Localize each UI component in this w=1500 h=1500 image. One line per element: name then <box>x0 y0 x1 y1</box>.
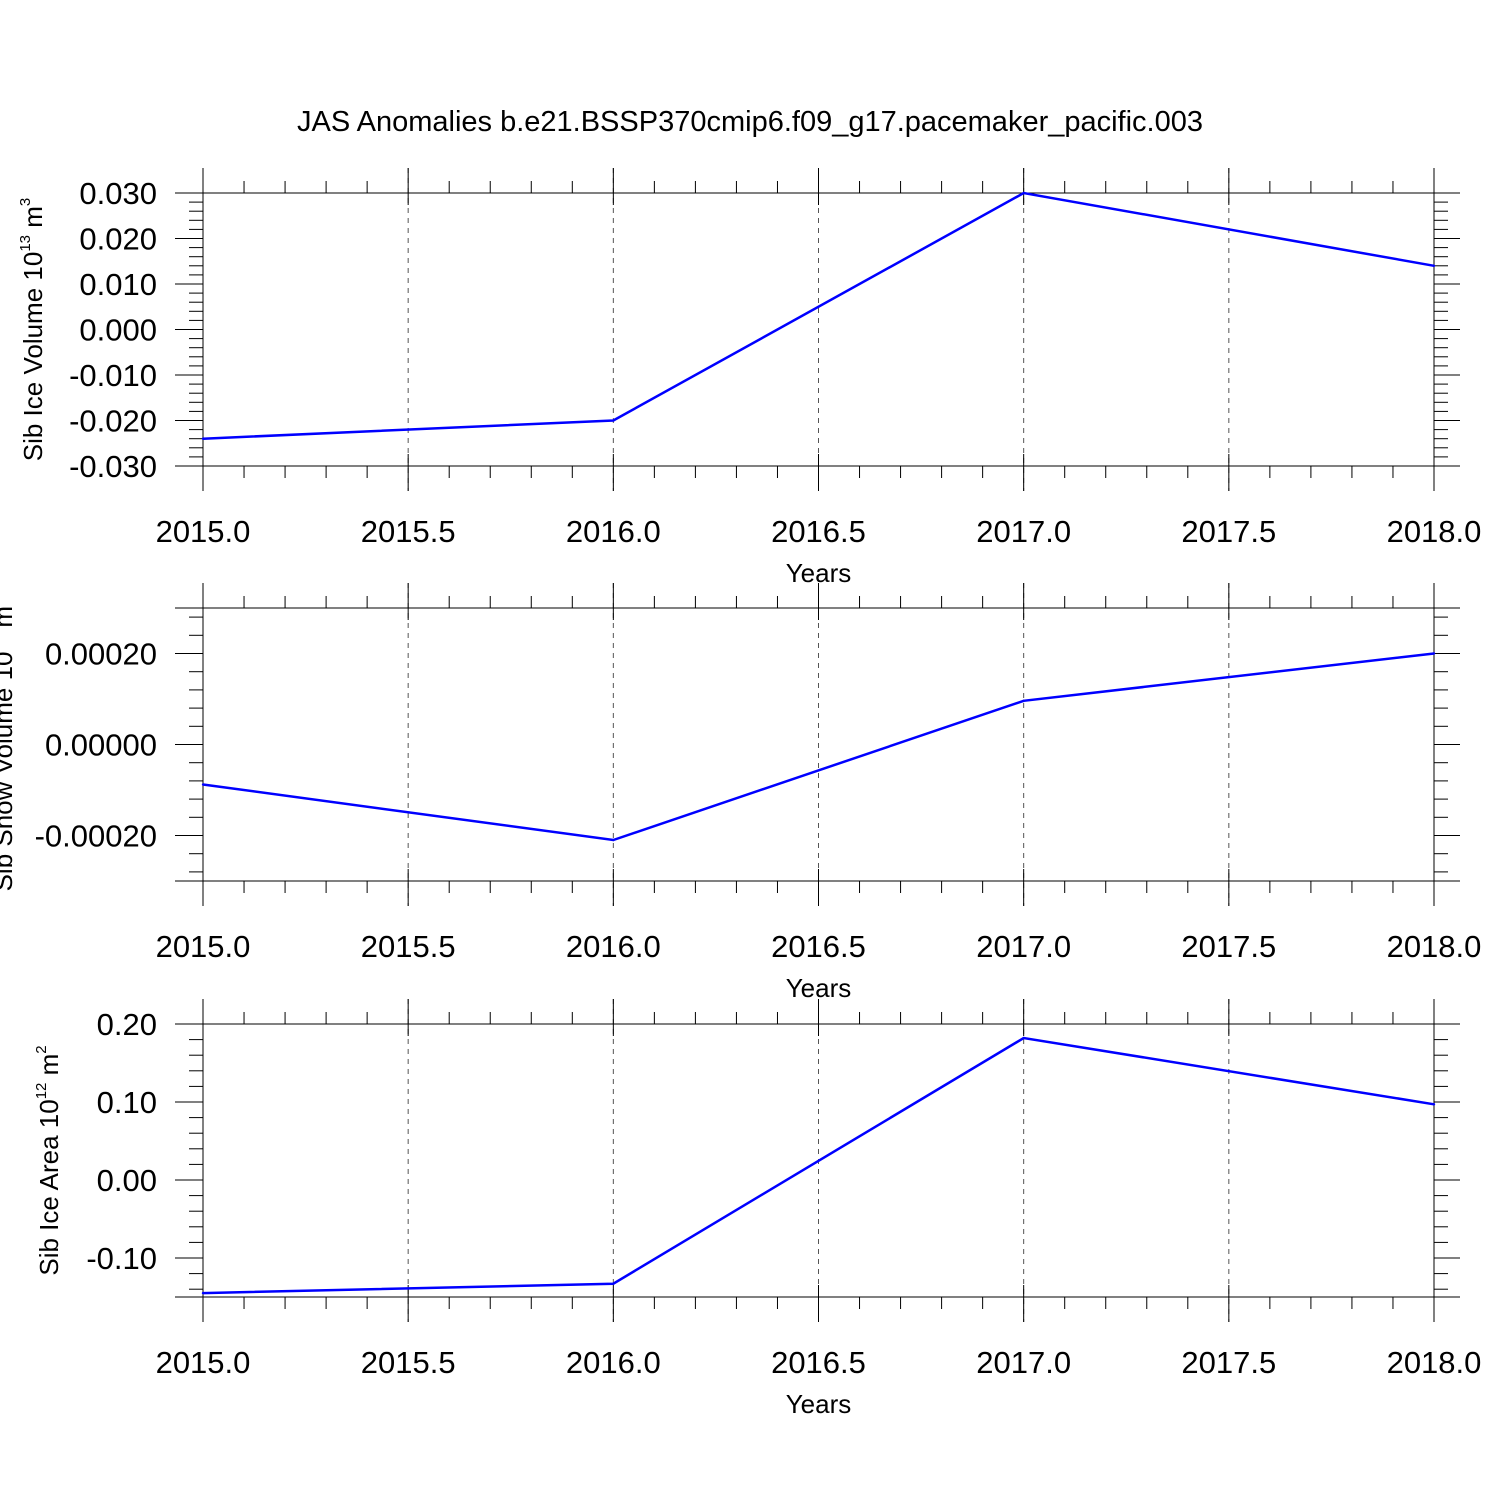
data-point <box>1022 1036 1025 1040</box>
y-axis-label: Sib Ice Volume 1013 m3 <box>17 198 48 462</box>
x-tick-label: 2018.0 <box>1387 1345 1482 1380</box>
series-line <box>202 191 1435 440</box>
x-tick-label: 2016.0 <box>566 929 661 964</box>
x-tick-label: 2015.5 <box>361 1345 456 1380</box>
x-tick-label: 2017.5 <box>1181 1345 1276 1380</box>
y-tick-label: 0.030 <box>79 176 157 211</box>
x-tick-label: 2017.5 <box>1181 929 1276 964</box>
chart-panel-3: 2015.0 2015.5 2016.0 2016.5 2017.0 2017.5 2018… <box>33 999 1481 1419</box>
x-axis-label: Years <box>786 973 852 1003</box>
x-tick-label: 2017.0 <box>976 514 1071 549</box>
data-point <box>1432 652 1436 655</box>
y-tick-label: 0.00020 <box>45 637 157 672</box>
x-tick-label: 2016.5 <box>771 1345 866 1380</box>
panels-group: 2015.0 2015.5 2016.0 2016.5 2017.0 2017.5 2018… <box>0 168 1481 1419</box>
y-tick-label: -0.030 <box>69 449 157 484</box>
y-tick-label: -0.00020 <box>35 819 157 854</box>
x-axis-label: Years <box>786 1389 852 1419</box>
x-tick-label: 2015.0 <box>156 514 251 549</box>
data-point <box>201 783 205 786</box>
data-point <box>612 419 615 422</box>
y-tick-label: -0.010 <box>69 358 157 393</box>
chart-panel-1: 2015.0 2015.5 2016.0 2016.5 2017.0 2017.5 2018… <box>17 168 1481 588</box>
y-tick-label: 0.10 <box>97 1085 157 1120</box>
data-point <box>1432 1103 1436 1106</box>
x-tick-label: 2015.0 <box>156 929 251 964</box>
x-tick-label: 2016.0 <box>566 514 661 549</box>
data-point <box>612 1282 615 1285</box>
x-tick-label: 2016.5 <box>771 514 866 549</box>
x-tick-label: 2016.0 <box>566 1345 661 1380</box>
series-line <box>202 1036 1435 1295</box>
x-tick-label: 2016.5 <box>771 929 866 964</box>
data-point <box>1022 699 1025 703</box>
y-tick-label: 0.020 <box>79 222 157 257</box>
x-tick-label: 2017.0 <box>976 929 1071 964</box>
x-tick-label: 2018.0 <box>1387 514 1482 549</box>
series-line <box>202 652 1435 842</box>
chart-panel-2: 2015.0 2015.5 2016.0 2016.5 2017.0 2017.5 2018… <box>0 583 1481 1003</box>
chart-title: JAS Anomalies b.e21.BSSP370cmip6.f09_g17… <box>297 106 1203 138</box>
x-tick-label: 2015.5 <box>361 514 456 549</box>
data-point <box>612 838 615 842</box>
y-tick-label: 0.00 <box>97 1163 157 1198</box>
data-point <box>1022 191 1025 195</box>
y-tick-label: 0.000 <box>79 313 157 348</box>
x-tick-label: 2015.5 <box>361 929 456 964</box>
x-tick-label: 2017.5 <box>1181 514 1276 549</box>
x-tick-label: 2017.0 <box>976 1345 1071 1380</box>
x-tick-label: 2018.0 <box>1387 929 1482 964</box>
y-tick-label: -0.10 <box>86 1241 157 1276</box>
data-point <box>201 437 205 440</box>
data-point <box>1432 264 1436 267</box>
y-axis-label: Sib Snow Volume 1013 m3 <box>0 598 18 892</box>
y-tick-label: 0.00000 <box>45 728 157 763</box>
data-point <box>201 1291 205 1295</box>
y-tick-label: 0.010 <box>79 267 157 302</box>
y-tick-label: -0.020 <box>69 404 157 439</box>
y-tick-label: 0.20 <box>97 1007 157 1042</box>
x-tick-label: 2015.0 <box>156 1345 251 1380</box>
y-axis-label: Sib Ice Area 1012 m2 <box>33 1045 64 1275</box>
